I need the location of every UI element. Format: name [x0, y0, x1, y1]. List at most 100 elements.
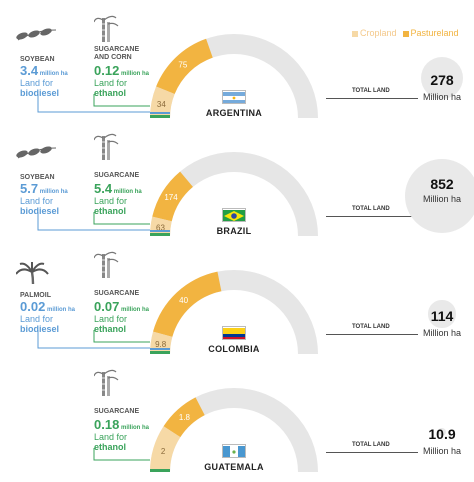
legend: Cropland Pastureland — [352, 28, 459, 38]
cropland-value-label: 2 — [161, 447, 166, 456]
biodiesel-feedstock: SOYBEAN — [20, 56, 55, 63]
total-land-label: TOTAL LAND — [352, 88, 390, 94]
sugarcane-icon — [93, 368, 120, 398]
sugarcane-icon — [93, 250, 120, 280]
biodiesel-baseline — [150, 112, 170, 114]
total-land-value: 114 — [430, 308, 454, 324]
country-name: BRAZIL — [216, 226, 252, 236]
ethanol-use: Land for ethanol — [94, 432, 127, 452]
biodiesel-use-prefix: Land for — [20, 196, 54, 206]
total-land-value: 852 — [430, 176, 454, 192]
ethanol-feedstock: SUGARCANE — [94, 290, 139, 298]
total-land-line — [326, 98, 418, 99]
gauge-colombia: 9.8 40 — [37, 270, 318, 354]
biodiesel-feedstock: PALMOIL — [20, 292, 51, 299]
total-land-label: TOTAL LAND — [352, 324, 390, 330]
ethanol-use-fuel: ethanol — [94, 206, 127, 216]
ethanol-value: 0.07 million ha — [94, 300, 149, 317]
ethanol-value: 5.4 million ha — [94, 182, 142, 199]
biodiesel-value-number: 0.02 — [20, 299, 46, 314]
total-land-value: 278 — [430, 72, 454, 88]
ethanol-connector — [93, 330, 150, 343]
cropland-segment — [150, 426, 181, 472]
biodiesel-use-prefix: Land for — [20, 314, 54, 324]
biodiesel-value: 3.4 million ha — [20, 64, 68, 81]
ethanol-connector — [93, 94, 150, 107]
ethanol-use-fuel: ethanol — [94, 324, 127, 334]
total-land-bubble — [437, 427, 447, 437]
total-land-unit: Million ha — [422, 446, 462, 456]
total-land-label: TOTAL LAND — [352, 206, 390, 212]
biodiesel-baseline — [150, 230, 170, 232]
country-name: ARGENTINA — [205, 108, 263, 118]
gauge-argentina: 34 75 — [37, 34, 318, 118]
biodiesel-use-fuel: biodiesel — [20, 324, 60, 334]
pastureland-segment — [163, 397, 205, 438]
biodiesel-use: Land for biodiesel — [20, 314, 59, 334]
ethanol-value-number: 0.12 — [94, 63, 120, 78]
total-land-line — [326, 216, 418, 217]
soybean-icon — [16, 26, 57, 48]
pastureland-value-label: 174 — [164, 193, 178, 202]
total-land-bubble — [420, 56, 464, 100]
soybean-icon — [16, 144, 57, 166]
ethanol-value-number: 0.18 — [94, 417, 120, 432]
pastureland-value-label: 75 — [178, 61, 187, 70]
total-land-value: 10.9 — [428, 426, 456, 442]
biodiesel-use: Land for biodiesel — [20, 196, 59, 216]
cropland-value-label: 9.8 — [155, 340, 167, 349]
biodiesel-connector — [37, 330, 150, 349]
ethanol-baseline — [150, 233, 170, 236]
ethanol-use-fuel: ethanol — [94, 88, 127, 98]
pastureland-segment — [153, 271, 222, 337]
cropland-segment — [150, 86, 175, 118]
ethanol-use-prefix: Land for — [94, 196, 128, 206]
total-land-unit: Million ha — [422, 92, 462, 102]
ethanol-use-fuel: ethanol — [94, 442, 127, 452]
biodiesel-value-number: 5.7 — [20, 181, 39, 196]
total-land-line — [326, 334, 418, 335]
biodiesel-value-unit: million ha — [38, 71, 68, 77]
gauge-guatemala: 21.8 — [93, 388, 318, 472]
ethanol-value-unit: million ha — [119, 425, 149, 431]
total-land-bubble — [428, 300, 456, 328]
ethanol-use: Land for ethanol — [94, 314, 127, 334]
sugarcane-icon — [93, 14, 120, 44]
country-row-guatemala: 2 1.8 SUGARCANE 0.18 million ha Land for etha… — [0, 354, 474, 472]
brazil-flag — [222, 208, 246, 222]
biodiesel-feedstock: SOYBEAN — [20, 174, 55, 181]
ethanol-baseline — [150, 351, 170, 354]
biodiesel-use-fuel: biodiesel — [20, 88, 60, 98]
biodiesel-value-unit: million ha — [45, 307, 75, 313]
ethanol-feedstock-line: SUGARCANE — [94, 290, 140, 297]
biodiesel-value-unit: million ha — [38, 189, 68, 195]
ethanol-value-unit: million ha — [119, 71, 149, 77]
country-name: COLOMBIA — [208, 344, 260, 354]
ethanol-feedstock: SUGARCANE — [94, 172, 139, 180]
country-row-brazil: 63 174 SOYBEAN 5.7 million ha Land for biodie… — [0, 118, 474, 236]
country-name: GUATEMALA — [204, 462, 264, 472]
pastureland-segment — [152, 171, 193, 222]
ethanol-connector — [93, 448, 150, 461]
ethanol-feedstock-line: SUGARCANE — [94, 172, 140, 179]
biodiesel-use: Land for biodiesel — [20, 78, 59, 98]
ethanol-baseline — [150, 115, 170, 118]
legend-cropland: Cropland — [352, 28, 397, 38]
ethanol-connector — [93, 212, 150, 225]
ethanol-feedstock-line: SUGARCANE — [94, 46, 140, 53]
cropland-value-label: 34 — [157, 100, 166, 109]
ethanol-feedstock-line: SUGARCANE — [94, 408, 140, 415]
ethanol-feedstock-line: AND CORN — [94, 54, 132, 61]
palm-tree-icon — [15, 262, 56, 295]
biodiesel-value-number: 3.4 — [20, 63, 39, 78]
ethanol-value-unit: million ha — [112, 189, 142, 195]
ethanol-value-number: 0.07 — [94, 299, 120, 314]
guatemala-flag — [222, 444, 246, 458]
cropland-value-label: 63 — [156, 223, 165, 232]
country-row-colombia: 9.8 40 PALMOIL 0.02 million ha Land for biodi… — [0, 236, 474, 354]
argentina-flag — [222, 90, 246, 104]
biodiesel-use-fuel: biodiesel — [20, 206, 60, 216]
pastureland-segment — [156, 38, 213, 95]
ethanol-feedstock: SUGARCANE AND CORN — [94, 46, 139, 62]
pastureland-value-label: 1.8 — [179, 413, 191, 422]
